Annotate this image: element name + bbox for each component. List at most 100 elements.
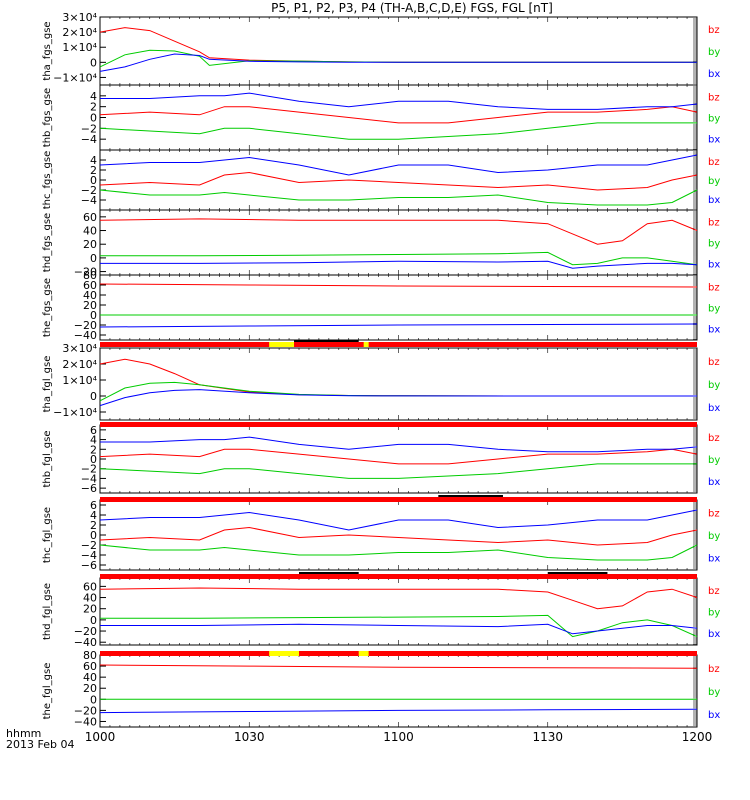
y-tick-label: −20 [74,625,97,638]
panel-frame [99,149,698,211]
y-axis-label: thb_fgl_gse [42,431,53,488]
y-tick-label: −4 [81,472,97,485]
status-mark [294,340,359,342]
y-tick-label: 0 [90,529,97,542]
y-tick-label: −2 [81,184,97,197]
legend-by: by [708,608,720,619]
status-segment-yellow [269,342,295,347]
legend-bx: bx [708,324,720,335]
y-tick-label: 4 [90,154,97,167]
y-tick-label: −20 [74,266,97,279]
y-tick-label: −1×10⁴ [53,406,97,419]
legend-bx: bx [708,134,720,145]
y-tick-label: 4 [90,434,97,447]
y-tick-label: 4 [90,509,97,522]
y-tick-label: 2×10⁴ [62,358,97,371]
legend-bz: bz [708,25,720,36]
panel-thb_fgs_gse: 420−2−4 thb_fgs_gse bz by bx [42,84,720,151]
series-line-bx [99,389,697,407]
y-tick-label: 20 [83,682,97,695]
legend-bx: bx [708,259,720,270]
series-line-by [99,122,697,140]
y-axis-label: tha_fgl_gse [42,356,53,413]
y-tick-label: 0 [90,693,97,706]
legend-bz: bz [708,586,720,597]
chart-title: P5, P1, P2, P3, P4 (TH-A,B,C,D,E) FGS, F… [271,1,553,15]
y-tick-label: 0 [90,453,97,466]
series-line-bz [99,358,697,397]
y-tick-label: 0 [90,56,97,69]
series-line-bz [99,27,697,63]
y-axis-label: thd_fgl_gse [42,583,53,640]
y-tick-label: −6 [81,482,97,495]
series-line-bz [99,587,698,610]
y-tick-label: −2 [81,463,97,476]
series-line-bz [99,664,698,669]
series-line-by [99,544,698,561]
y-tick-label: −4 [81,194,97,207]
series-line-by [99,381,697,402]
y-tick-label: 2 [90,164,97,177]
time-unit-label: hhmm [6,727,41,740]
y-tick-label: −2 [81,539,97,552]
y-tick-label: −20 [74,319,97,332]
y-tick-label: 0 [90,112,97,125]
y-tick-label: 60 [83,279,97,292]
status-segment-red [100,497,697,502]
y-tick-label: 80 [83,649,97,662]
series-line-bz [99,526,698,546]
x-tick-label: 1000 [85,730,116,744]
x-tick-label: 1130 [532,730,563,744]
y-tick-label: −2 [81,122,97,135]
y-tick-label: 40 [83,671,97,684]
status-bar [100,340,697,347]
x-tick-label: 1100 [383,730,414,744]
series-line-bz [99,283,698,288]
status-segment-red [100,651,697,656]
y-tick-label: 2 [90,101,97,114]
y-tick-label: 4 [90,90,97,103]
y-tick-label: 60 [83,660,97,673]
series-line-bx [100,436,698,453]
y-tick-label: −1×10⁴ [53,71,97,84]
legend-bx: bx [708,403,720,414]
legend-by: by [708,531,720,542]
y-axis-label: tha_fgs_gse [42,21,53,80]
status-bar [100,651,697,656]
y-tick-label: 2 [90,443,97,456]
status-bar [100,422,697,427]
status-segment-red [100,574,697,579]
legend-bx: bx [708,553,720,564]
y-tick-label: 0 [90,174,97,187]
series-line-bx [99,53,697,72]
legend-by: by [708,114,720,125]
y-tick-label: −40 [74,636,97,649]
series-line-bx [99,509,698,531]
status-segment-yellow [363,342,369,347]
status-mark [438,495,503,497]
legend-by: by [708,380,720,391]
y-tick-label: 2 [90,519,97,532]
series-line-bx [100,623,698,635]
legend-by: by [708,455,720,466]
y-tick-label: 0 [90,390,97,403]
y-tick-label: 40 [83,225,97,238]
status-bar [100,495,697,502]
series-line-by [100,614,698,638]
y-tick-label: 2×10⁴ [62,26,97,39]
legend-bx: bx [708,629,720,640]
y-tick-label: 0 [90,614,97,627]
y-tick-label: 20 [83,299,97,312]
legend-by: by [708,304,720,315]
y-tick-label: 3×10⁴ [62,11,97,24]
y-tick-label: −6 [81,559,97,572]
y-axis-label: thc_fgl_gse [42,507,53,563]
legend-bz: bz [708,157,720,168]
